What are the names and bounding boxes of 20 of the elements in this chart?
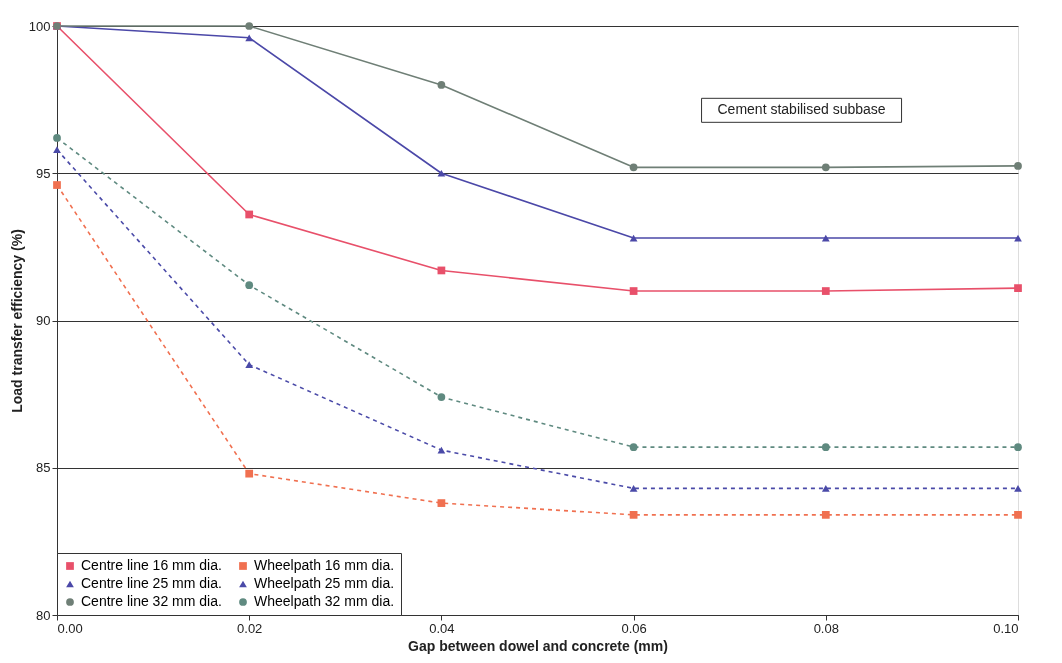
legend-label: Centre line 16 mm dia.	[81, 557, 222, 573]
y-tick-label: 100	[28, 18, 51, 34]
x-tick-label: 0.04	[429, 620, 455, 636]
legend-label: Wheelpath 32 mm dia.	[254, 593, 395, 609]
y-tick-label: 80	[36, 607, 51, 623]
y-tick-label: 95	[36, 165, 51, 181]
legend-label: Centre line 32 mm dia.	[81, 593, 222, 609]
x-tick-label: 0.06	[621, 620, 647, 636]
annotation: Cement stabilised subbase	[717, 101, 886, 118]
legend-label: Centre line 25 mm dia.	[81, 575, 222, 591]
x-tick-label: 0.10	[993, 620, 1019, 636]
legend-label: Wheelpath 25 mm dia.	[254, 575, 395, 591]
x-tick-label: 0.00	[57, 620, 83, 636]
x-axis-title: Gap between dowel and concrete (mm)	[408, 637, 668, 654]
legend-label: Wheelpath 16 mm dia.	[254, 557, 395, 573]
y-axis-title: Load transfer efficiency (%)	[8, 229, 25, 413]
x-tick-label: 0.08	[813, 620, 839, 636]
y-tick-label: 90	[36, 313, 51, 328]
y-tick-label: 85	[36, 460, 51, 476]
x-tick-label: 0.02	[237, 620, 263, 636]
